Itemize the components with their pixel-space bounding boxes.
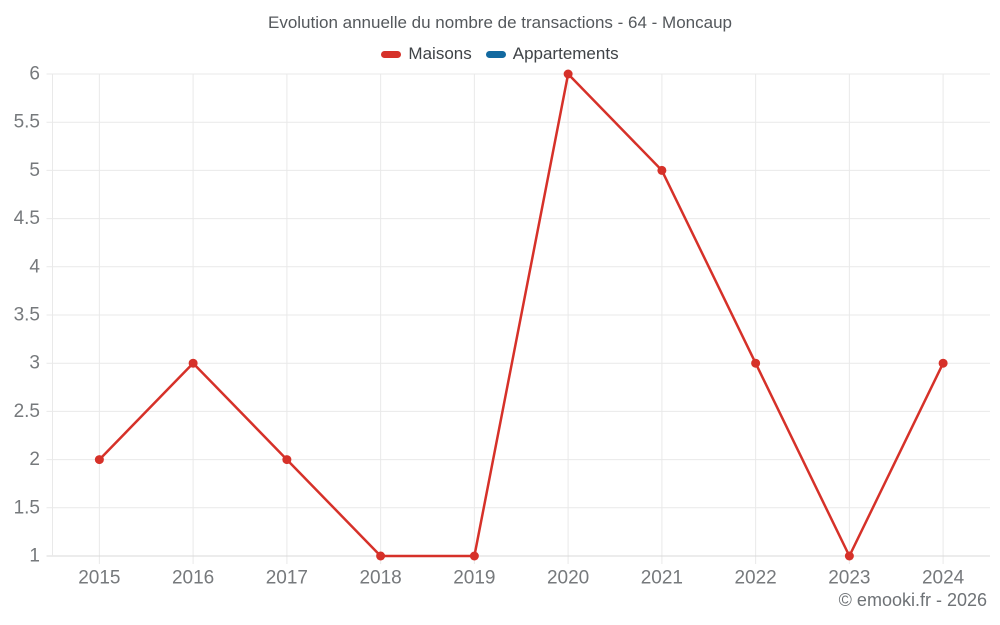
legend-item-maisons[interactable]: Maisons [381, 44, 472, 64]
legend-item-appartements[interactable]: Appartements [485, 44, 619, 64]
data-point-maisons-2016[interactable] [188, 358, 198, 368]
legend-label: Maisons [408, 44, 472, 63]
chart-title: Evolution annuelle du nombre de transact… [267, 13, 732, 32]
y-tick-label: 1 [29, 546, 40, 567]
x-tick-label: 2024 [922, 568, 965, 589]
data-point-maisons-2023[interactable] [844, 551, 854, 561]
x-tick-label: 2022 [734, 568, 776, 589]
legend-swatch-appartements [485, 50, 506, 58]
y-tick-label: 3.5 [14, 305, 40, 326]
y-tick-label: 5.5 [14, 112, 40, 133]
copyright-text: © emooki.fr - 2026 [838, 590, 987, 610]
data-point-maisons-2022[interactable] [751, 358, 761, 368]
data-point-maisons-2020[interactable] [563, 69, 573, 79]
x-tick-label: 2018 [359, 568, 401, 589]
data-point-maisons-2019[interactable] [469, 551, 479, 561]
legend-label: Appartements [512, 44, 619, 63]
series-line-maisons [98, 72, 945, 558]
x-tick-label: 2017 [266, 568, 308, 589]
y-tick-label: 3 [29, 353, 40, 374]
data-point-maisons-2018[interactable] [376, 551, 386, 561]
y-tick-label: 2.5 [14, 401, 40, 422]
x-tick-label: 2015 [78, 568, 120, 589]
x-tick-label: 2016 [172, 568, 214, 589]
data-point-maisons-2021[interactable] [657, 165, 667, 175]
x-tick-label: 2023 [828, 568, 870, 589]
data-point-maisons-2017[interactable] [282, 455, 292, 465]
y-tick-label: 1.5 [14, 497, 40, 518]
y-tick-label: 6 [29, 64, 40, 85]
y-tick-label: 4.5 [14, 208, 40, 229]
y-tick-label: 2 [29, 449, 40, 470]
data-point-maisons-2024[interactable] [938, 358, 948, 368]
legend-swatch-maisons [381, 50, 402, 58]
x-tick-label: 2021 [641, 568, 683, 589]
y-tick-label: 5 [29, 160, 40, 181]
x-tick-label: 2020 [547, 568, 589, 589]
x-tick-label: 2019 [453, 568, 495, 589]
data-point-maisons-2015[interactable] [94, 455, 104, 465]
y-tick-label: 4 [29, 256, 40, 277]
chart-legend: Maisons Appartements [0, 44, 1000, 64]
